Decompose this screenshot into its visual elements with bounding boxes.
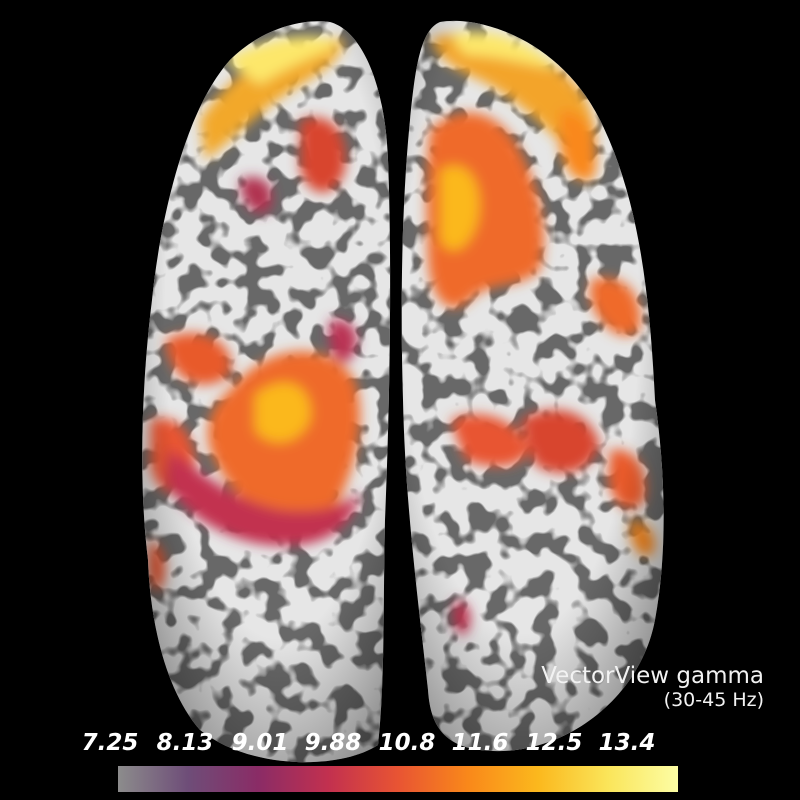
colorbar-tick-label: 11.6 xyxy=(451,730,509,756)
left-hemisphere xyxy=(142,21,391,763)
colorbar-tick-labels: 7.25 8.13 9.01 9.88 10.8 11.6 12.5 13.4 xyxy=(70,730,730,764)
colorbar-gradient xyxy=(118,766,678,792)
colorbar-tick-label: 10.8 xyxy=(378,730,436,756)
colorbar-tick-label: 9.88 xyxy=(304,730,362,756)
colorbar-tick-label: 12.5 xyxy=(525,730,583,756)
colorbar-tick-label: 9.01 xyxy=(231,730,289,756)
caption-title: VectorView gamma xyxy=(541,663,764,689)
colorbar xyxy=(118,766,678,792)
right-hemisphere xyxy=(401,20,664,752)
caption-label: VectorView gamma (30-45 Hz) xyxy=(541,663,764,712)
colorbar-tick-label: 8.13 xyxy=(156,730,214,756)
caption-subtitle: (30-45 Hz) xyxy=(663,689,764,711)
colorbar-tick-label: 7.25 xyxy=(81,730,139,756)
colorbar-tick-label: 13.4 xyxy=(598,730,656,756)
